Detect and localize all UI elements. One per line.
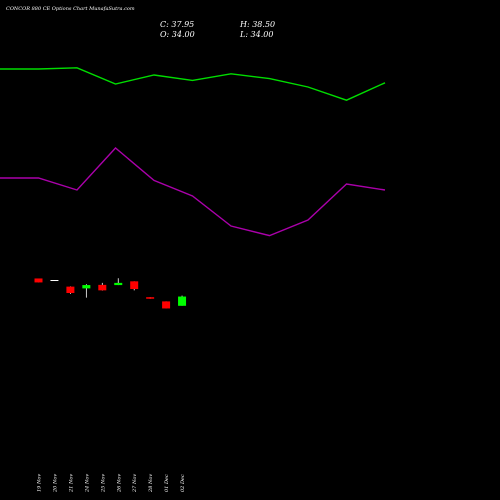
candle-body: [114, 282, 123, 286]
x-tick-label: 01 Dec: [164, 474, 170, 492]
candle-body: [82, 285, 91, 289]
x-tick-label: 28 Nov: [148, 474, 154, 493]
x-tick-label: 25 Nov: [100, 474, 106, 493]
chart-title: CONCOR 880 CE Options Chart MunafaSutra.…: [6, 6, 135, 12]
x-tick-label: 02 Dec: [180, 474, 186, 492]
candle-body: [130, 281, 139, 290]
candle-body: [178, 296, 187, 306]
x-tick-label: 24 Nov: [84, 474, 90, 493]
candle-body: [162, 301, 171, 309]
candle-body: [146, 297, 155, 299]
x-tick-label: 27 Nov: [132, 474, 138, 493]
x-tick-label: 21 Nov: [68, 474, 74, 493]
indicator-line-1: [0, 67, 386, 101]
x-tick-label: 19 Nov: [37, 474, 43, 492]
candle-body: [34, 278, 43, 283]
x-tick-label: 20 Nov: [52, 474, 58, 493]
x-tick-label: 26 Nov: [116, 474, 122, 493]
candle-body: [66, 286, 75, 294]
close-value: C: 37.95: [160, 20, 195, 29]
indicator-line-2: [0, 147, 386, 237]
low-value: L: 34.00: [240, 30, 274, 39]
candle-body: [50, 280, 59, 282]
high-value: H: 38.50: [240, 20, 276, 29]
candle-body: [98, 284, 107, 291]
open-value: O: 34.00: [160, 30, 195, 39]
